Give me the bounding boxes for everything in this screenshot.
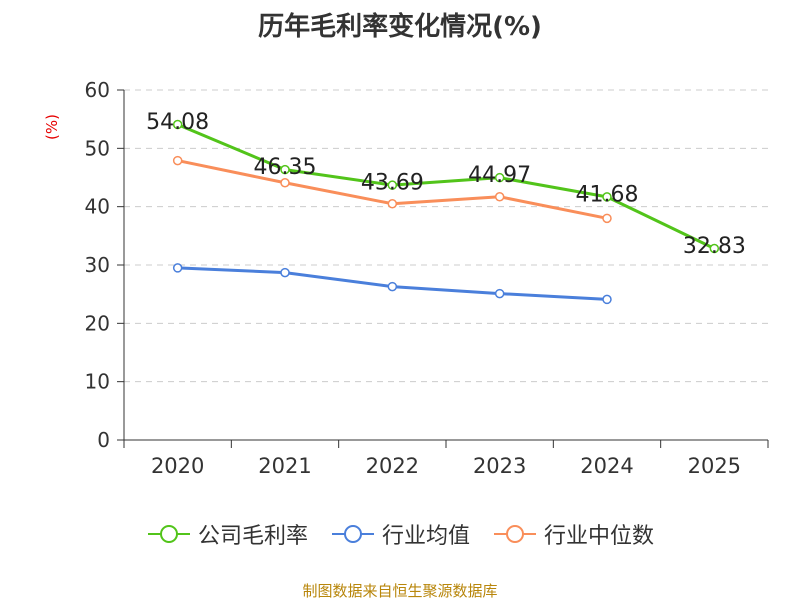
- legend-label-company: 公司毛利率: [197, 524, 308, 549]
- data-point: [387, 180, 398, 190]
- data-label: 41.68: [576, 182, 639, 207]
- y-tick-label: 60: [85, 78, 110, 102]
- y-tick-label: 30: [85, 253, 110, 277]
- data-point: [709, 243, 720, 254]
- legend-item-company[interactable]: 公司毛利率: [146, 518, 308, 550]
- data-point: [602, 294, 612, 305]
- x-tick-label: 2021: [258, 454, 311, 478]
- series-line: [177, 123, 715, 250]
- legend-item-industry-median[interactable]: 行业中位数: [492, 518, 654, 550]
- y-tick-label: 20: [85, 311, 110, 335]
- legend-swatch-company: [146, 524, 192, 544]
- data-label: 44.97: [468, 163, 531, 188]
- x-tick-label: 2020: [151, 454, 204, 478]
- chart-title: 历年毛利率变化情况(%): [258, 12, 542, 42]
- data-point: [602, 213, 612, 224]
- legend-label-industry-avg: 行业均值: [381, 524, 470, 549]
- data-label: 43.69: [361, 171, 424, 196]
- data-point: [172, 119, 183, 130]
- legend-label-industry-median: 行业中位数: [544, 524, 655, 549]
- data-point: [172, 263, 183, 273]
- data-point: [280, 267, 290, 278]
- data-point: [172, 155, 183, 166]
- y-tick-label: 0: [97, 428, 110, 452]
- data-label: 46.35: [254, 155, 317, 180]
- data-point: [280, 164, 290, 175]
- x-tick-label: 2025: [688, 454, 741, 478]
- data-point: [387, 281, 398, 292]
- x-tick-label: 2023: [473, 454, 526, 478]
- legend-item-industry-avg[interactable]: 行业均值: [330, 518, 470, 550]
- data-point: [494, 288, 505, 299]
- legend-swatch-industry-median: [492, 524, 538, 544]
- data-label: 32.83: [683, 234, 746, 259]
- y-tick-label: 40: [85, 195, 110, 219]
- chart-legend: 公司毛利率 行业均值 行业中位数: [0, 518, 800, 550]
- legend-swatch-industry-avg: [330, 524, 376, 544]
- data-point: [387, 199, 398, 209]
- data-label: 54.08: [146, 110, 209, 135]
- y-tick-label: 10: [85, 370, 110, 394]
- data-point: [494, 172, 505, 183]
- x-tick-label: 2022: [366, 454, 419, 478]
- source-note: 制图数据来自恒生聚源数据库: [302, 582, 498, 600]
- data-point: [602, 192, 612, 202]
- y-tick-label: 50: [85, 136, 110, 160]
- data-point: [280, 178, 290, 188]
- data-point: [494, 192, 505, 202]
- x-tick-label: 2024: [580, 454, 633, 478]
